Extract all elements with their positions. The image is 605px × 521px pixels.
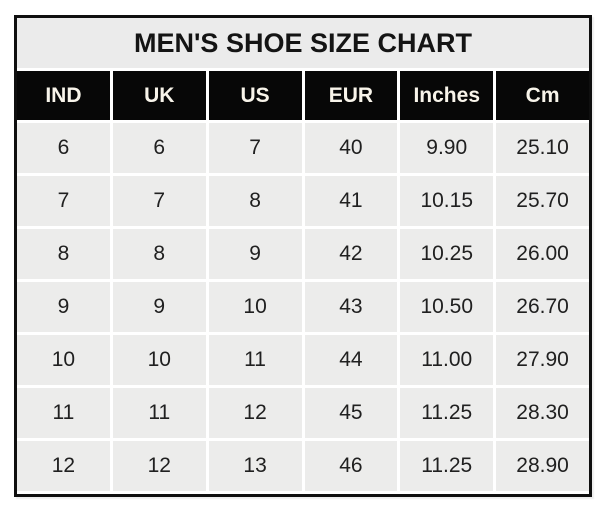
table-cell: 10 xyxy=(17,335,110,385)
table-cell: 9 xyxy=(17,282,110,332)
column-header-inches: Inches xyxy=(400,71,494,120)
table-cell: 7 xyxy=(112,176,206,226)
column-header-eur: EUR xyxy=(304,71,398,120)
table-cell: 7 xyxy=(208,123,302,173)
table-cell: 27.90 xyxy=(496,335,589,385)
page-title: MEN'S SHOE SIZE CHART xyxy=(134,27,472,58)
table-cell: 25.70 xyxy=(496,176,589,226)
column-header-ind: IND xyxy=(17,71,110,120)
table-cell: 42 xyxy=(304,229,398,279)
table-cell: 11.25 xyxy=(400,388,494,438)
column-header-uk: UK xyxy=(112,71,206,120)
table-cell: 28.30 xyxy=(496,388,589,438)
title-band: MEN'S SHOE SIZE CHART xyxy=(17,18,589,68)
size-table: IND UK US EUR Inches Cm 6 6 7 40 9.90 25… xyxy=(17,71,589,491)
table-cell: 8 xyxy=(112,229,206,279)
table-cell: 8 xyxy=(17,229,110,279)
table-cell: 11.25 xyxy=(400,441,494,491)
table-cell: 44 xyxy=(304,335,398,385)
table-cell: 12 xyxy=(17,441,110,491)
table-cell: 41 xyxy=(304,176,398,226)
table-cell: 13 xyxy=(208,441,302,491)
table-cell: 43 xyxy=(304,282,398,332)
table-cell: 6 xyxy=(17,123,110,173)
table-cell: 10.25 xyxy=(400,229,494,279)
table-cell: 7 xyxy=(17,176,110,226)
table-cell: 26.00 xyxy=(496,229,589,279)
table-cell: 10.50 xyxy=(400,282,494,332)
column-header-cm: Cm xyxy=(496,71,589,120)
table-cell: 11 xyxy=(17,388,110,438)
table-cell: 25.10 xyxy=(496,123,589,173)
table-cell: 45 xyxy=(304,388,398,438)
table-cell: 8 xyxy=(208,176,302,226)
table-cell: 6 xyxy=(112,123,206,173)
table-cell: 28.90 xyxy=(496,441,589,491)
table-cell: 10 xyxy=(112,335,206,385)
table-cell: 46 xyxy=(304,441,398,491)
size-chart-table: MEN'S SHOE SIZE CHART IND UK US EUR Inch… xyxy=(14,15,592,497)
table-cell: 10.15 xyxy=(400,176,494,226)
table-cell: 10 xyxy=(208,282,302,332)
table-cell: 11.00 xyxy=(400,335,494,385)
table-cell: 9 xyxy=(208,229,302,279)
table-cell: 9 xyxy=(112,282,206,332)
table-cell: 11 xyxy=(208,335,302,385)
table-cell: 11 xyxy=(112,388,206,438)
table-cell: 9.90 xyxy=(400,123,494,173)
table-cell: 26.70 xyxy=(496,282,589,332)
table-cell: 12 xyxy=(112,441,206,491)
column-header-us: US xyxy=(208,71,302,120)
table-cell: 40 xyxy=(304,123,398,173)
table-cell: 12 xyxy=(208,388,302,438)
